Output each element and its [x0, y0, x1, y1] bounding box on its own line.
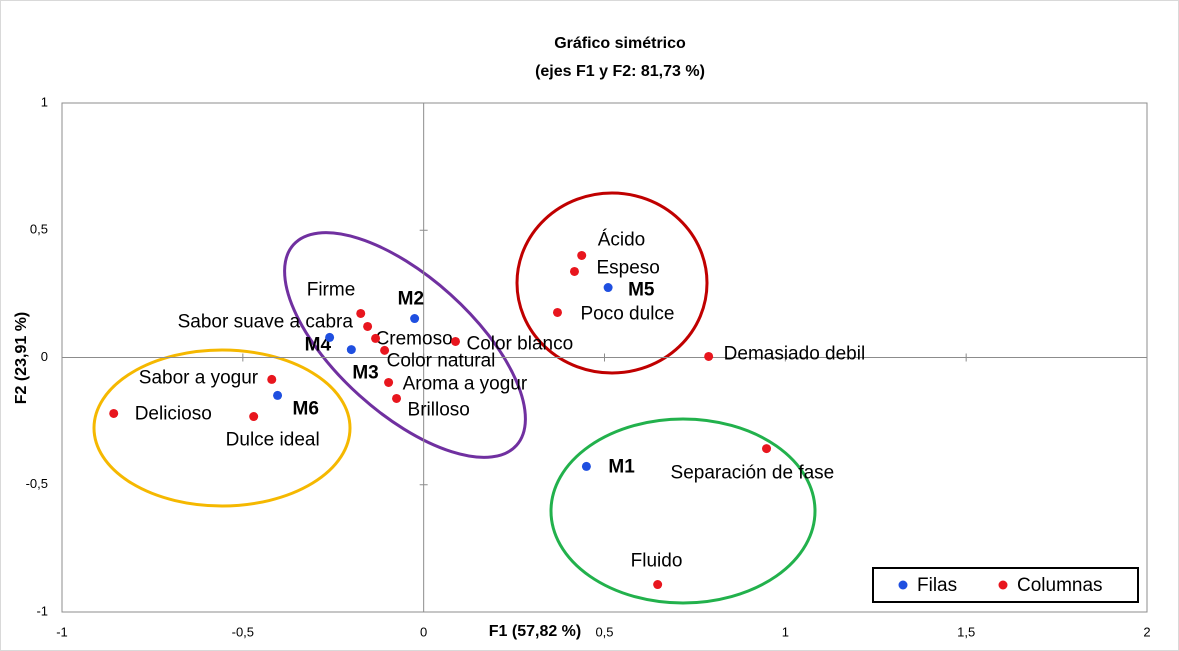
chart-subtitle: (ejes F1 y F2: 81,73 %)	[535, 63, 705, 80]
point-label: M4	[305, 334, 332, 355]
point	[273, 390, 283, 400]
point-label: Fluido	[631, 551, 683, 572]
x-tick-label: 2	[1143, 624, 1150, 639]
point-label: Sabor suave a cabra	[178, 311, 354, 332]
point	[380, 345, 390, 355]
point-label: Poco dulce	[580, 303, 674, 324]
point	[410, 314, 420, 324]
point	[577, 250, 587, 260]
x-axis-label: F1 (57,82 %)	[489, 623, 581, 640]
legend-label: Filas	[917, 575, 957, 596]
point	[653, 580, 663, 590]
point-label: Color natural	[387, 350, 496, 371]
group-ellipse	[92, 348, 352, 508]
point-label: Firme	[307, 279, 356, 300]
point-label: Brilloso	[408, 399, 470, 420]
y-tick-label: -1	[36, 603, 48, 618]
x-tick-label: 0,5	[595, 624, 613, 639]
point	[384, 377, 394, 387]
point-label: M6	[293, 398, 319, 419]
point	[704, 351, 714, 361]
y-tick-label: -0,5	[26, 476, 48, 491]
point	[762, 444, 772, 454]
point-label: M5	[628, 280, 655, 301]
y-tick-label: 1	[41, 94, 48, 109]
y-tick-label: 0,5	[30, 222, 48, 237]
group-ellipse	[515, 191, 709, 375]
point-label: Ácido	[598, 229, 646, 250]
point	[267, 374, 277, 384]
point-label: Color blanco	[466, 333, 573, 354]
y-axis-label: F2 (23,91 %)	[13, 312, 30, 404]
point	[363, 321, 373, 331]
point	[346, 345, 356, 355]
chart-title: Gráfico simétrico	[554, 35, 686, 52]
point	[392, 393, 402, 403]
point	[450, 336, 460, 346]
x-tick-label: 1,5	[957, 624, 975, 639]
point-label: Demasiado debil	[724, 343, 866, 364]
point-label: M3	[352, 363, 378, 384]
legend-label: Columnas	[1017, 575, 1103, 596]
x-tick-label: -1	[56, 624, 68, 639]
x-tick-label: 0	[420, 624, 427, 639]
point	[603, 283, 613, 293]
point	[109, 408, 119, 418]
legend-marker	[898, 580, 908, 590]
point-label: Dulce ideal	[226, 430, 320, 451]
point-label: Delicioso	[135, 404, 212, 425]
point	[552, 307, 562, 317]
group-ellipse	[283, 231, 527, 459]
point-label: M1	[608, 456, 635, 477]
point	[569, 266, 579, 276]
y-tick-label: 0	[41, 349, 48, 364]
point-label: Cremoso	[376, 328, 453, 349]
group-ellipse	[549, 417, 817, 605]
point	[249, 412, 259, 422]
point	[325, 332, 335, 342]
x-tick-label: -0,5	[232, 624, 254, 639]
x-tick-label: 1	[782, 624, 789, 639]
point-label: Sabor a yogur	[139, 367, 259, 388]
point-label: Separación de fase	[671, 463, 835, 484]
point-label: Espeso	[596, 257, 659, 278]
point	[371, 333, 381, 343]
point	[581, 461, 591, 471]
legend-marker	[998, 580, 1008, 590]
point-label: M2	[398, 289, 424, 310]
point-label: Aroma a yogur	[403, 373, 528, 394]
point	[356, 308, 366, 318]
